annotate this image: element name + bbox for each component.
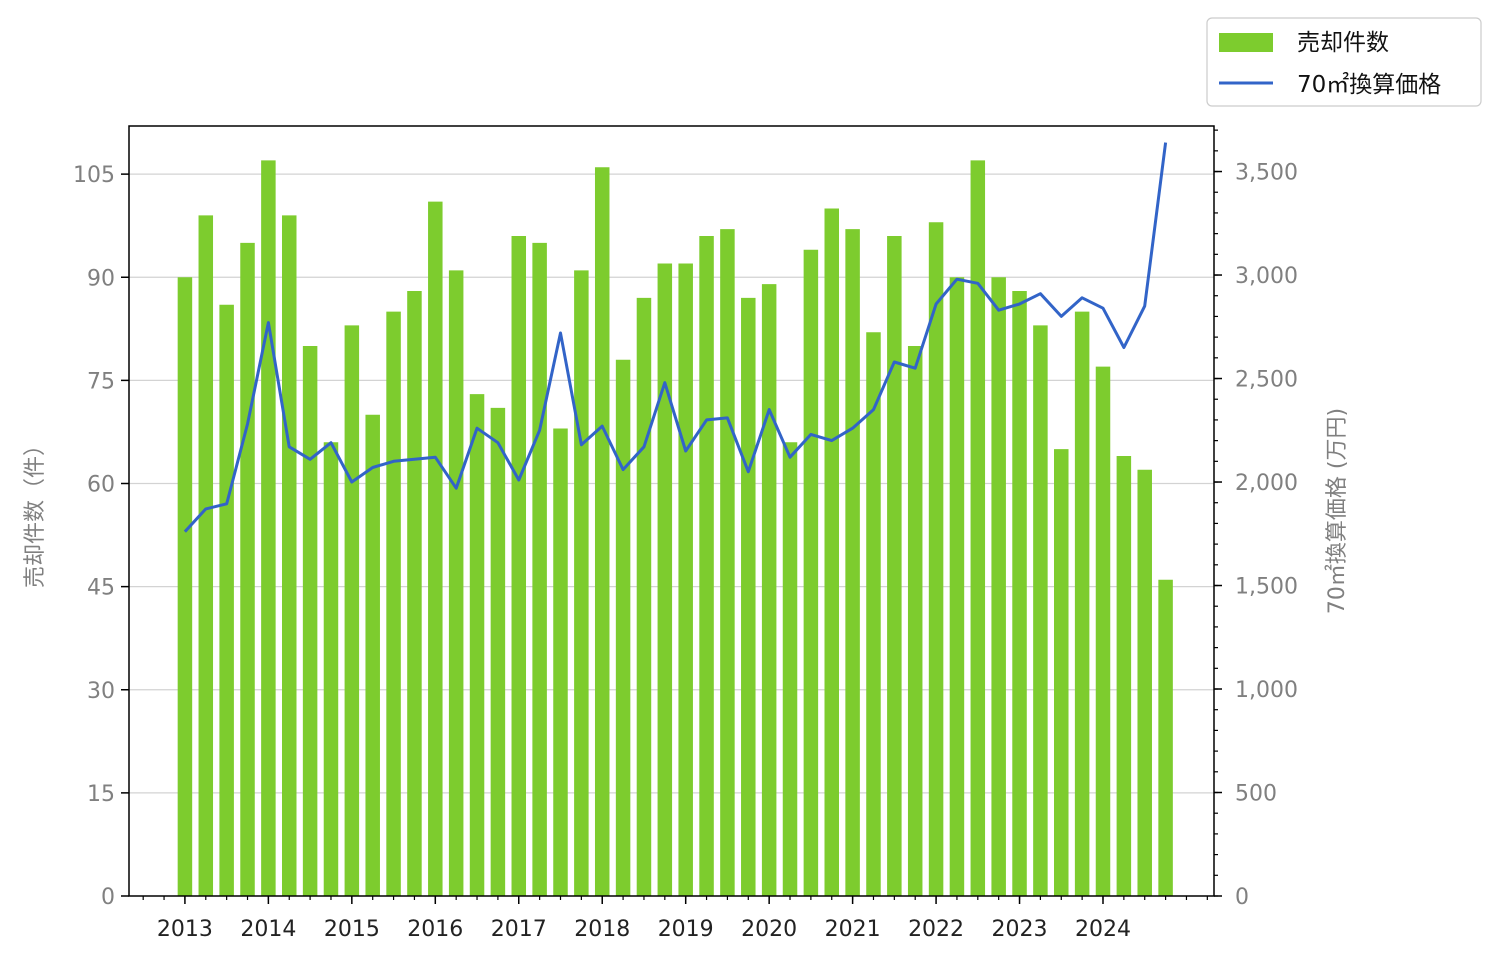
bar xyxy=(845,229,860,896)
bar xyxy=(386,311,401,896)
x-tick-label: 2021 xyxy=(825,917,881,942)
x-tick-label: 2024 xyxy=(1075,917,1131,942)
bar xyxy=(949,277,965,896)
bar xyxy=(302,346,318,896)
bar xyxy=(490,407,506,896)
x-tick-label: 2017 xyxy=(491,917,547,942)
y-right-tick-label: 2,000 xyxy=(1235,471,1298,496)
bar xyxy=(699,236,714,896)
bar xyxy=(803,249,819,896)
y-right-tick-label: 3,500 xyxy=(1235,161,1298,186)
x-tick-label: 2014 xyxy=(240,917,296,942)
x-tick-label: 2020 xyxy=(741,917,797,942)
bar xyxy=(636,297,652,896)
bar xyxy=(1137,469,1152,896)
bar xyxy=(761,284,777,896)
plot-frame xyxy=(128,125,1215,897)
bar-series xyxy=(177,160,1173,896)
y-left-tick-label: 75 xyxy=(87,369,115,394)
y-left-tick-label: 105 xyxy=(73,163,115,188)
y-right-tick-label: 1,500 xyxy=(1235,575,1298,600)
y-right-tick-label: 2,500 xyxy=(1235,368,1298,393)
bar xyxy=(261,160,276,896)
bar xyxy=(866,332,881,896)
bar xyxy=(782,442,798,896)
bar xyxy=(1074,311,1090,896)
x-tick-label: 2018 xyxy=(574,917,630,942)
bar xyxy=(574,270,589,896)
bar xyxy=(365,414,380,896)
bar xyxy=(741,297,756,896)
y-left-tick-label: 30 xyxy=(87,679,115,704)
legend-label-line: 70㎡換算価格 xyxy=(1297,72,1441,98)
x-tick-label: 2016 xyxy=(407,917,463,942)
x-tick-label: 2023 xyxy=(992,917,1048,942)
bar xyxy=(511,236,527,896)
bar xyxy=(907,346,923,896)
bar xyxy=(1095,366,1111,896)
y-left-tick-label: 60 xyxy=(87,473,115,498)
bar xyxy=(1054,449,1069,896)
bar xyxy=(281,215,297,896)
y-left-tick-label: 0 xyxy=(101,885,115,910)
y-left-tick-label: 45 xyxy=(87,576,115,601)
line-series xyxy=(183,142,1168,533)
bar xyxy=(407,291,422,896)
bar xyxy=(594,167,610,896)
bar xyxy=(1012,291,1027,896)
bar xyxy=(824,208,839,896)
y-right-tick-label: 0 xyxy=(1235,885,1249,910)
x-tick-label: 2013 xyxy=(157,917,213,942)
bar xyxy=(1116,456,1132,896)
bar xyxy=(991,277,1006,896)
bar xyxy=(615,359,631,896)
y-right-axis-title: 70㎡換算価格 (万円) xyxy=(1324,408,1350,614)
bar xyxy=(219,304,234,896)
y-left-axis-title: 売却件数（件） xyxy=(23,434,48,588)
price-line xyxy=(183,142,1168,533)
x-tick-label: 2022 xyxy=(908,917,964,942)
y-right-tick-label: 1,000 xyxy=(1235,678,1298,703)
axes: 0 15 30 45 60 75 90 105 0 500 1,000 1,500 2,000 2,500… xyxy=(73,129,1298,942)
bar xyxy=(198,215,214,896)
bar xyxy=(344,325,360,896)
x-tick-label: 2015 xyxy=(324,917,380,942)
bar xyxy=(657,263,673,896)
legend-frame xyxy=(1206,17,1482,107)
y-left-tick-label: 15 xyxy=(87,782,115,807)
bar xyxy=(448,270,464,896)
bar xyxy=(323,442,339,896)
bar xyxy=(553,428,568,896)
bar xyxy=(970,160,986,896)
y-right-tick-label: 500 xyxy=(1235,782,1277,807)
bar xyxy=(532,242,547,896)
y-right-tick-label: 3,000 xyxy=(1235,264,1298,289)
y-left-tick-label: 90 xyxy=(87,266,115,291)
bar xyxy=(678,263,693,896)
bar xyxy=(1158,579,1173,896)
bar xyxy=(240,242,255,896)
bar xyxy=(428,201,443,896)
bar xyxy=(469,394,485,896)
bar xyxy=(720,229,735,896)
legend: 売却件数 70㎡換算価格 xyxy=(1206,17,1482,107)
legend-swatch-bar xyxy=(1219,33,1273,52)
x-tick-label: 2019 xyxy=(658,917,714,942)
bar xyxy=(177,277,193,896)
legend-label-bar: 売却件数 xyxy=(1297,30,1389,56)
bar xyxy=(928,222,944,896)
bar xyxy=(1033,325,1048,896)
bar xyxy=(887,236,902,896)
